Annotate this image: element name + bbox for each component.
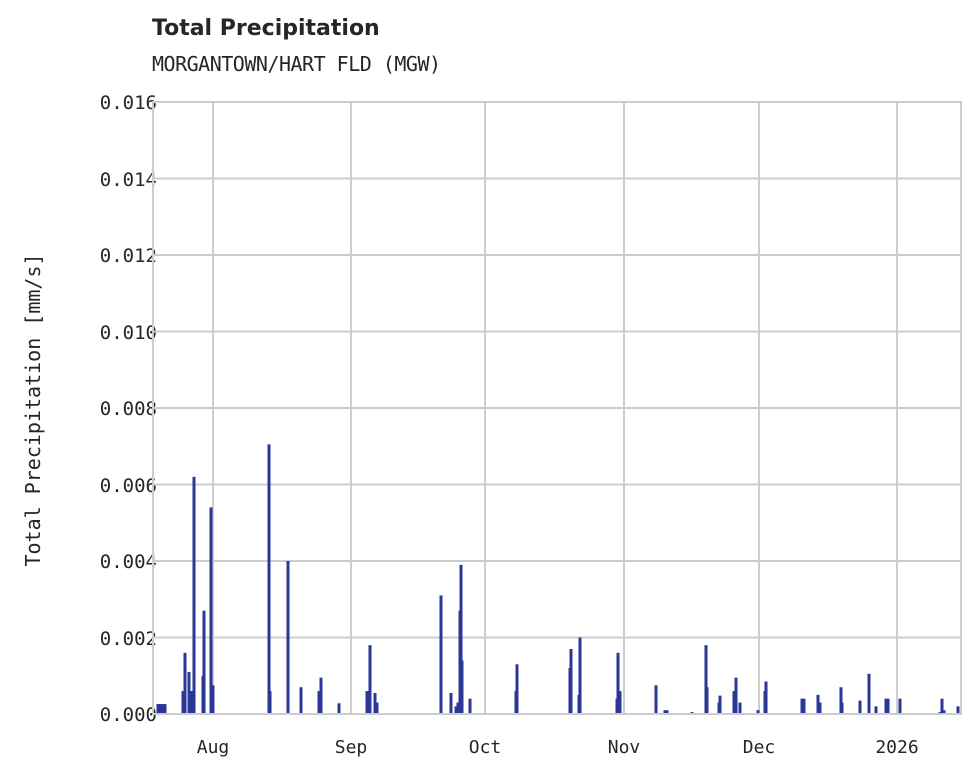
y-tick-label: 0.004 (99, 551, 157, 573)
precipitation-bar (319, 677, 323, 714)
precipitation-bar (705, 687, 709, 714)
precipitation-bar (209, 507, 213, 714)
precipitation-bar (456, 702, 460, 714)
precipitation-bar (665, 710, 669, 714)
precipitation-bar (459, 564, 463, 714)
precipitation-bar (365, 691, 369, 714)
x-tick-label: Nov (607, 737, 641, 758)
x-tick-label: Sep (334, 737, 368, 758)
precipitation-bar (858, 700, 862, 714)
precipitation-bar (373, 692, 377, 714)
chart-subtitle: MORGANTOWN/HART FLD (MGW) (152, 52, 441, 76)
precipitation-bar (468, 698, 472, 714)
precipitation-bars (156, 444, 960, 714)
x-tick-label: Dec (742, 737, 776, 758)
precipitation-bar (839, 687, 843, 714)
precipitation-bar (161, 704, 165, 714)
y-tick-label: 0.014 (99, 168, 157, 191)
y-tick-label: 0.002 (99, 627, 157, 650)
precipitation-bar (734, 677, 738, 714)
precipitation-bar (192, 476, 196, 714)
x-tick-label: Oct (468, 737, 502, 758)
precipitation-bar (616, 652, 620, 714)
precipitation-bar (187, 671, 191, 714)
precipitation-bar (618, 691, 622, 714)
precipitation-bar (867, 673, 871, 714)
precipitation-bar (654, 685, 658, 714)
plot-frame (152, 101, 962, 715)
precipitation-bar (738, 702, 742, 714)
precipitation-bar (267, 444, 271, 714)
precipitation-bar (190, 691, 194, 714)
precipitation-bar (439, 595, 443, 714)
precipitation-bar (874, 706, 878, 714)
precipitation-bar (764, 681, 768, 714)
precipitation-bar (886, 698, 890, 714)
precipitation-bar (942, 710, 946, 714)
precipitation-bar (286, 561, 290, 714)
precipitation-bar (368, 645, 372, 714)
y-tick-label: 0.006 (99, 474, 157, 497)
precipitation-bar (156, 704, 160, 714)
chart-title: Total Precipitation (152, 16, 380, 41)
y-tick-label: 0.000 (99, 704, 157, 726)
precipitation-bar (449, 692, 453, 714)
precipitation-bar (818, 702, 822, 714)
precipitation-bar (337, 703, 341, 714)
precipitation-bar (756, 710, 760, 714)
precipitation-bar (732, 691, 736, 714)
precipitation-bar (704, 645, 708, 714)
x-tick-label: 2026 (875, 737, 919, 758)
precipitation-bar (158, 704, 162, 714)
precipitation-bar (802, 698, 806, 714)
precipitation-bar (940, 698, 944, 714)
precipitation-bar (515, 664, 519, 714)
precipitation-bar (375, 702, 379, 714)
precipitation-bar (460, 660, 464, 714)
precipitation-bar (578, 637, 582, 714)
precipitation-bar (956, 706, 960, 714)
precipitation-bar (800, 698, 804, 714)
precipitation-bar (663, 710, 667, 714)
precipitation-bar (569, 648, 573, 714)
precipitation-bar (211, 685, 215, 714)
precipitation-bar (299, 687, 303, 714)
precipitation-bar (181, 691, 185, 714)
precipitation-bar (202, 610, 206, 714)
precipitation-bar (317, 691, 321, 714)
grid-lines (153, 101, 961, 715)
precipitation-bar (183, 652, 187, 714)
precipitation-bar (898, 698, 902, 714)
precipitation-bar (268, 691, 272, 714)
precipitation-bar (454, 706, 458, 714)
precipitation-bar (840, 702, 844, 714)
y-tick-label: 0.008 (99, 398, 157, 420)
precipitation-bar (718, 695, 722, 714)
x-tick-label: Aug (196, 737, 230, 758)
precipitation-bar (816, 694, 820, 714)
y-tick-label: 0.012 (99, 245, 157, 267)
precipitation-bar (884, 698, 888, 714)
precipitation-bar (163, 704, 167, 714)
y-tick-label: 0.010 (99, 321, 157, 344)
y-tick-label: 0.016 (99, 92, 157, 114)
